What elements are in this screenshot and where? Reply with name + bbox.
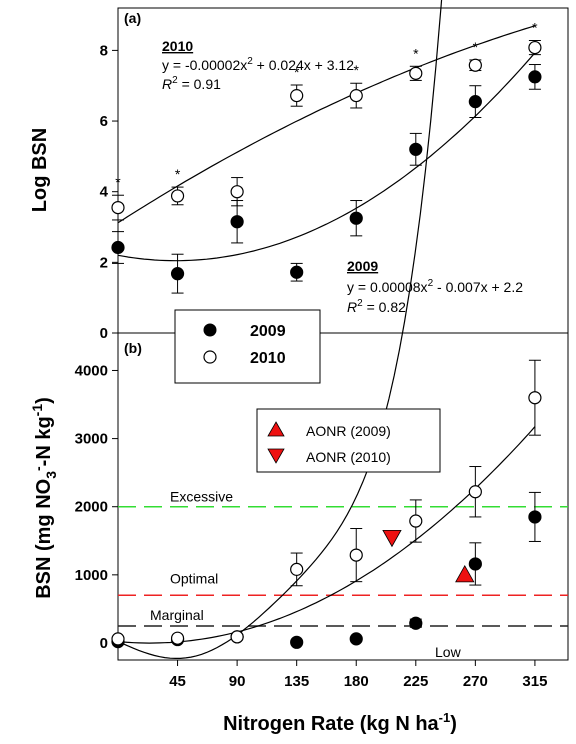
- zone-label-low: Low: [435, 644, 462, 660]
- y-tick-label-a-3: 6: [100, 113, 108, 130]
- fit-curve-b-2010: [117, 426, 536, 644]
- significance-star-2: *: [294, 64, 300, 80]
- point-b-2010-4: [349, 548, 363, 562]
- x-axis: 45 90 135 180 225 270 315: [169, 660, 547, 690]
- x-axis-label: Nitrogen Rate (kg N ha-1): [223, 710, 457, 735]
- point-a-2009-1: [170, 267, 185, 281]
- y-tick-label-b-0: 0: [100, 635, 108, 652]
- equation-2010-title: 2010: [162, 38, 193, 54]
- y-tick-label-b-4: 4000: [75, 362, 108, 379]
- point-b-2009-5: [409, 616, 423, 630]
- year-legend-2010-marker: [203, 350, 217, 364]
- zone-label-excessive: Excessive: [170, 489, 233, 505]
- x-tick-label-3: 180: [344, 673, 369, 690]
- point-a-2009-2: [230, 215, 244, 229]
- year-legend-2009-marker: [203, 323, 217, 337]
- aonr-2010-legend-marker: [267, 448, 285, 464]
- significance-star-6: *: [532, 20, 538, 36]
- point-a-2010-2: [230, 185, 244, 199]
- point-b-2010-2: [230, 630, 244, 644]
- year-legend-2010-label: 2010: [250, 350, 286, 367]
- equation-2009: 2009 y = 0.00008x2 - 0.007x + 2.2 R2 = 0…: [347, 258, 523, 315]
- significance-star-0: *: [115, 174, 121, 190]
- x-tick-label-0: 45: [169, 673, 186, 690]
- point-a-2009-5: [409, 142, 423, 156]
- aonr-marker-2010: [382, 529, 402, 548]
- fit-curve-a-2009: [117, 52, 536, 262]
- point-a-2010-1: [170, 189, 185, 203]
- panel-a-label: (a): [124, 10, 141, 26]
- significance-star-5: *: [473, 39, 479, 55]
- point-a-2009-4: [349, 211, 363, 225]
- y-tick-label-b-1: 1000: [75, 567, 108, 584]
- point-a-2010-0: [111, 200, 125, 215]
- panel-b-frame: [117, 332, 569, 661]
- aonr-legend-box: [256, 408, 441, 473]
- panel-b-y-axis-label: BSN (mg NO3--N kg-1): [29, 397, 59, 599]
- point-b-2010-5: [409, 514, 423, 528]
- panel-a: (a) 0 2 4 6 8 * * * * * * * Log BSN 2010 y = -0.00…: [29, 7, 569, 342]
- point-a-2010-4: [349, 89, 363, 103]
- point-a-2010-7: [528, 40, 542, 55]
- reference-lines: Excessive Optimal Marginal Low: [118, 489, 568, 660]
- panel-b-y-ticks: 0 1000 2000 3000 4000: [75, 362, 118, 652]
- y-tick-label-b-2: 2000: [75, 499, 108, 516]
- significance-star-4: *: [413, 45, 419, 61]
- point-b-2010-3: [290, 562, 304, 576]
- point-b-2010-0: [111, 632, 125, 646]
- equation-2009-formula: y = 0.00008x2 - 0.007x + 2.2: [347, 278, 523, 295]
- y-tick-label-a-2: 4: [100, 184, 109, 201]
- point-b-2010-1: [170, 631, 185, 645]
- point-b-2009-3: [290, 635, 304, 649]
- aonr-2009-legend-marker: [267, 421, 285, 437]
- point-a-2010-5: [409, 66, 423, 80]
- x-tick-label-6: 315: [522, 673, 547, 690]
- point-a-2010-3: [290, 89, 304, 103]
- equation-2009-title: 2009: [347, 258, 378, 274]
- year-legend-2009-label: 2009: [250, 323, 286, 340]
- y-tick-label-b-3: 3000: [75, 431, 108, 448]
- y-tick-label-a-4: 8: [100, 42, 108, 59]
- point-a-2009-0: [111, 240, 125, 255]
- x-tick-label-2: 135: [284, 673, 309, 690]
- equation-2010: 2010 y = -0.00002x2 + 0.024x + 3.12 R2 =…: [162, 38, 354, 92]
- zone-label-optimal: Optimal: [170, 570, 218, 586]
- aonr-marker-2009: [455, 565, 475, 583]
- point-b-2010-7: [528, 391, 542, 405]
- equation-2010-formula: y = -0.00002x2 + 0.024x + 3.12: [162, 56, 354, 73]
- x-tick-label-5: 270: [463, 673, 488, 690]
- significance-star-3: *: [354, 62, 360, 78]
- equation-2010-r2: R2 = 0.91: [162, 75, 221, 92]
- fit-curve-b-2009: [117, 0, 443, 659]
- point-b-2009-7: [528, 510, 542, 524]
- point-a-2009-6: [468, 95, 482, 109]
- point-a-2010-6: [468, 58, 482, 72]
- point-a-2009-3: [290, 265, 304, 279]
- panel-b-label: (b): [124, 340, 142, 356]
- point-b-2009-4: [349, 632, 363, 646]
- year-legend-box: [174, 309, 321, 384]
- aonr-legend: AONR (2009) AONR (2010): [256, 408, 441, 473]
- panel-a-marks: * * * * * * *: [111, 20, 542, 294]
- zone-label-marginal: Marginal: [150, 607, 204, 623]
- point-b-2009-6: [468, 557, 482, 571]
- x-tick-label-4: 225: [403, 673, 428, 690]
- y-tick-label-a-0: 0: [100, 325, 108, 342]
- aonr-2009-legend-label: AONR (2009): [306, 423, 391, 439]
- fit-curve-a-2010: [117, 25, 536, 224]
- point-a-2009-7: [528, 70, 542, 84]
- significance-star-1: *: [175, 166, 181, 182]
- panel-a-y-ticks: 0 2 4 6 8: [100, 42, 118, 342]
- panel-a-y-axis-label: Log BSN: [29, 128, 51, 212]
- aonr-2010-legend-label: AONR (2010): [306, 449, 391, 465]
- panel-b-marks: [111, 0, 542, 659]
- y-tick-label-a-1: 2: [100, 254, 108, 271]
- equation-2009-r2: R2 = 0.82: [347, 298, 406, 315]
- point-b-2010-6: [468, 485, 482, 499]
- x-tick-label-1: 90: [229, 673, 246, 690]
- year-legend: 2009 2010: [174, 309, 321, 384]
